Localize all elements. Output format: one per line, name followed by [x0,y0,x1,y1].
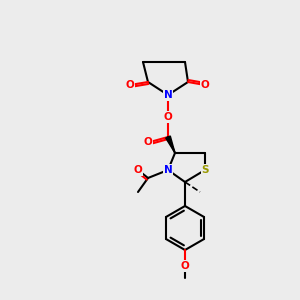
Text: N: N [164,90,172,100]
Text: O: O [164,112,172,122]
Text: O: O [126,80,134,90]
Text: S: S [201,165,209,175]
Text: O: O [134,165,142,175]
Polygon shape [166,136,175,153]
Text: O: O [181,261,189,271]
Text: O: O [201,80,209,90]
Text: N: N [164,165,172,175]
Text: O: O [144,137,152,147]
